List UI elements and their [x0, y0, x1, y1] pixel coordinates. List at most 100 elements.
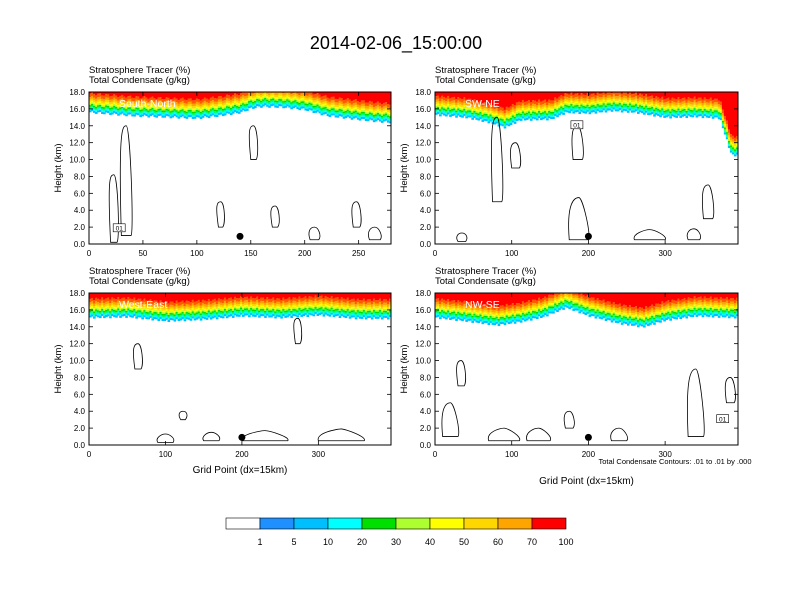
colorbar-swatch: [531, 517, 567, 530]
colorbar-swatch: [497, 517, 533, 530]
y-tick-label: 0.0: [420, 441, 432, 450]
x-tick-label: 50: [138, 249, 147, 258]
y-tick-label: 10.0: [69, 156, 85, 165]
y-tick-label: 18.0: [415, 88, 431, 97]
plot-frame: [434, 292, 739, 446]
y-tick-label: 0.0: [74, 441, 86, 450]
panel-header-condensate: Total Condensate (g/kg): [89, 276, 190, 287]
panel-header-condensate: Total Condensate (g/kg): [435, 75, 536, 86]
colorbar-label: 20: [357, 537, 367, 547]
panel-sw-ne: Stratosphere Tracer (%)Total Condensate …: [399, 65, 739, 258]
x-tick-label: 0: [433, 249, 438, 258]
x-tick-label: 150: [244, 249, 258, 258]
contour-label: 01: [573, 123, 581, 130]
y-tick-label: 14.0: [415, 122, 431, 131]
x-tick-label: 0: [433, 450, 438, 459]
contour-note: Total Condensate Contours: .01 to .01 by…: [598, 457, 751, 466]
y-tick-label: 18.0: [69, 88, 85, 97]
colorbar-label: 5: [291, 537, 296, 547]
colorbar-label: 30: [391, 537, 401, 547]
x-tick-label: 300: [658, 249, 672, 258]
contour-label: 01: [719, 416, 727, 423]
y-tick-label: 12.0: [69, 340, 85, 349]
panel-nw-se: Stratosphere Tracer (%)Total Condensate …: [399, 266, 739, 487]
y-tick-label: 6.0: [420, 390, 432, 399]
y-axis-label: Height (km): [399, 143, 410, 192]
y-axis-label: Height (km): [53, 344, 64, 393]
plot-frame: [434, 91, 739, 245]
panel-west-east: Stratosphere Tracer (%)Total Condensate …: [53, 266, 392, 476]
plot-frame: [88, 91, 392, 245]
y-tick-label: 4.0: [420, 206, 432, 215]
colorbar-label: 10: [323, 537, 333, 547]
y-tick-label: 0.0: [420, 240, 432, 249]
y-tick-label: 12.0: [69, 139, 85, 148]
panel-header-tracer: Stratosphere Tracer (%): [89, 266, 190, 277]
x-tick-label: 200: [582, 249, 596, 258]
panel-header-tracer: Stratosphere Tracer (%): [89, 65, 190, 76]
panel-name: West-East: [119, 299, 167, 311]
y-tick-label: 4.0: [74, 206, 86, 215]
x-tick-label: 200: [298, 249, 312, 258]
y-tick-label: 6.0: [74, 189, 86, 198]
panel-header-condensate: Total Condensate (g/kg): [89, 75, 190, 86]
x-tick-label: 100: [159, 450, 173, 459]
y-tick-label: 2.0: [74, 223, 86, 232]
y-tick-label: 8.0: [74, 172, 86, 181]
panel-south-north: Stratosphere Tracer (%)Total Condensate …: [53, 65, 392, 258]
x-tick-label: 0: [87, 450, 92, 459]
y-tick-label: 16.0: [415, 105, 431, 114]
x-tick-label: 100: [190, 249, 204, 258]
y-tick-label: 18.0: [415, 289, 431, 298]
y-tick-label: 2.0: [74, 424, 86, 433]
y-tick-label: 8.0: [420, 373, 432, 382]
colorbar-swatch: [327, 517, 363, 530]
y-tick-label: 16.0: [415, 306, 431, 315]
contour-label: 01: [116, 226, 124, 233]
y-tick-label: 12.0: [415, 139, 431, 148]
y-tick-label: 10.0: [69, 357, 85, 366]
y-tick-label: 4.0: [74, 407, 86, 416]
panel-header-condensate: Total Condensate (g/kg): [435, 276, 536, 287]
colorbar-label: 40: [425, 537, 435, 547]
y-tick-label: 4.0: [420, 407, 432, 416]
y-tick-label: 8.0: [74, 373, 86, 382]
y-tick-label: 10.0: [415, 156, 431, 165]
colorbar-label: 50: [459, 537, 469, 547]
panel-name: NW-SE: [465, 299, 500, 311]
y-tick-label: 12.0: [415, 340, 431, 349]
colorbar: 1 5 10 20 30 40 50 60 70 100: [225, 517, 574, 547]
colorbar-swatch: [395, 517, 431, 530]
x-tick-label: 100: [505, 249, 519, 258]
y-tick-label: 2.0: [420, 424, 432, 433]
location-marker: [584, 433, 592, 441]
y-tick-label: 14.0: [69, 323, 85, 332]
y-tick-label: 14.0: [69, 122, 85, 131]
location-marker: [236, 232, 244, 240]
colorbar-swatch: [361, 517, 397, 530]
y-tick-label: 10.0: [415, 357, 431, 366]
condensate-contours: [133, 317, 365, 443]
x-tick-label: 100: [505, 450, 519, 459]
colorbar-swatch: [429, 517, 465, 530]
condensate-contours: [108, 125, 382, 243]
panel-header-tracer: Stratosphere Tracer (%): [435, 65, 536, 76]
y-tick-label: 2.0: [420, 223, 432, 232]
x-tick-label: 300: [312, 450, 326, 459]
y-tick-label: 8.0: [420, 172, 432, 181]
colorbar-label: 100: [558, 537, 573, 547]
panel-name: South-North: [119, 98, 176, 110]
x-tick-label: 200: [582, 450, 596, 459]
tracer-field: [89, 293, 391, 445]
location-marker: [584, 232, 592, 240]
colorbar-swatch: [225, 517, 261, 530]
x-axis-label: Grid Point (dx=15km): [539, 476, 634, 487]
tracer-field: [89, 92, 391, 244]
panel-header-tracer: Stratosphere Tracer (%): [435, 266, 536, 277]
colorbar-label: 60: [493, 537, 503, 547]
figure-title: 2014-02-06_15:00:00: [310, 33, 482, 54]
colorbar-swatch: [293, 517, 329, 530]
y-tick-label: 16.0: [69, 105, 85, 114]
y-tick-label: 6.0: [420, 189, 432, 198]
